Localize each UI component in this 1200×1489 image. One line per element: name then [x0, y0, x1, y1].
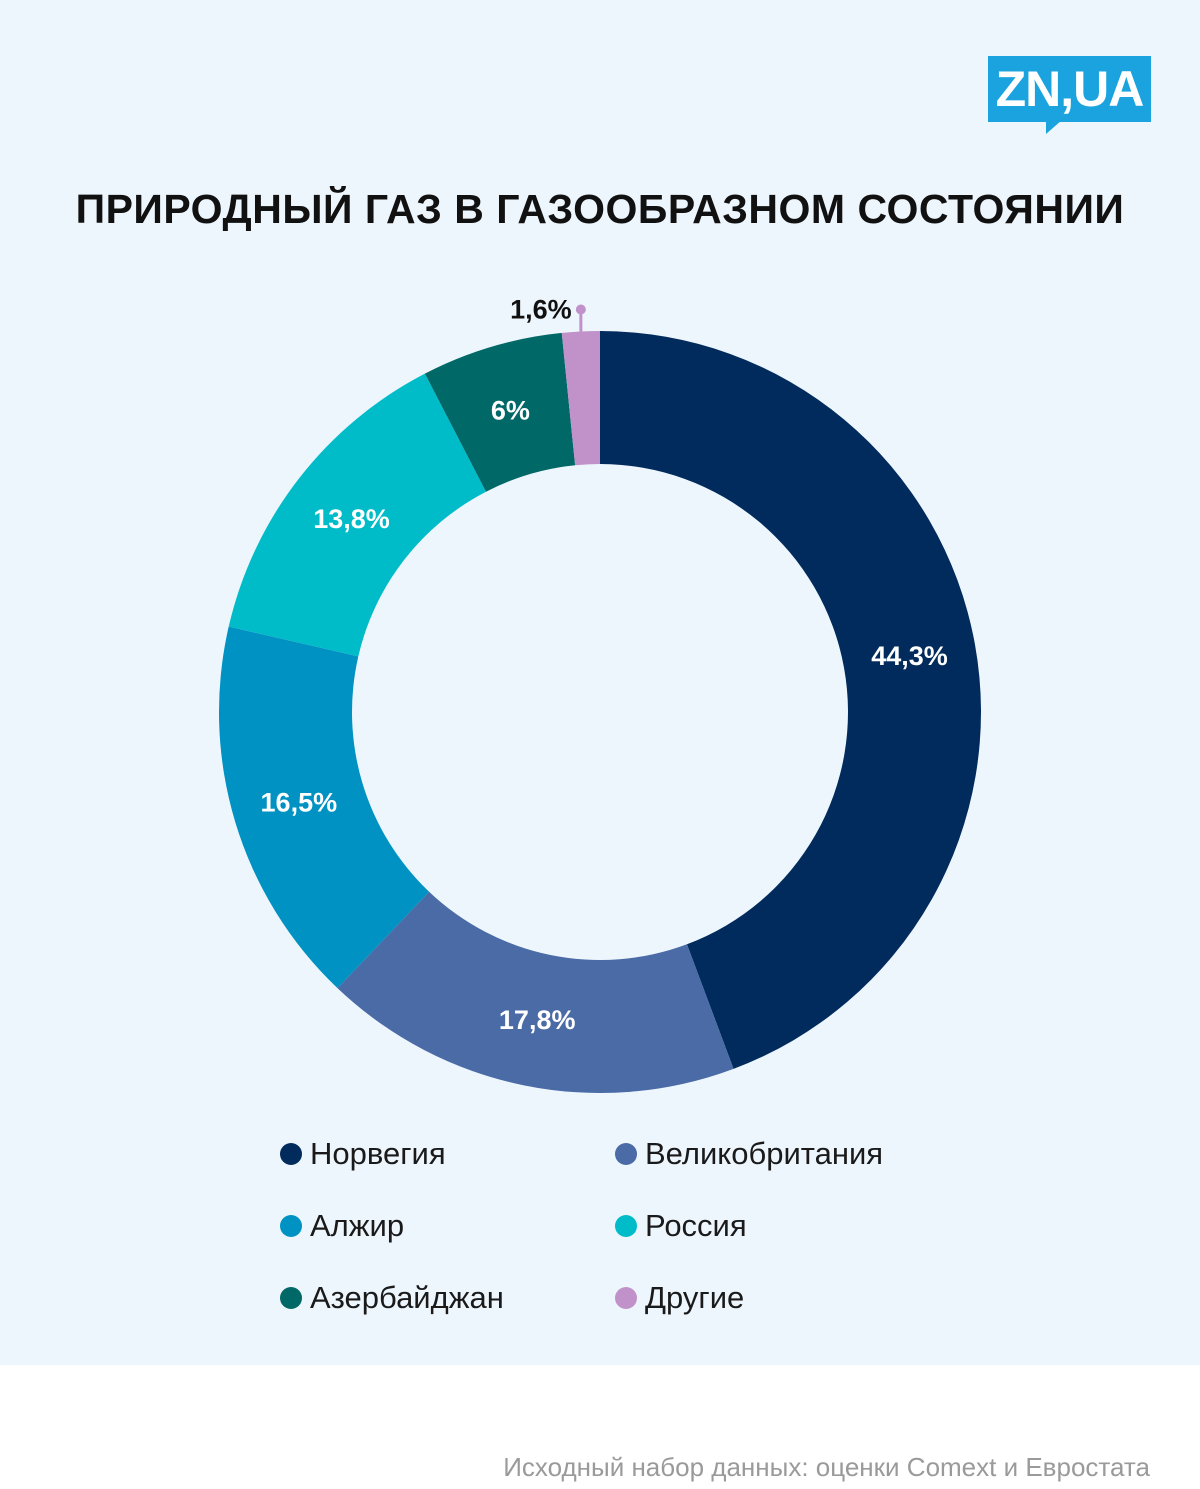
logo-text: ZN,UA	[995, 61, 1145, 117]
legend-label: Алжир	[310, 1208, 405, 1243]
legend-item: Алжир	[280, 1206, 404, 1246]
chart-panel	[0, 0, 1200, 1365]
legend-label: Другие	[645, 1280, 745, 1315]
legend-label: Великобритания	[645, 1136, 884, 1171]
slice-label-4: 6%	[491, 396, 530, 426]
chart-title: ПРИРОДНЫЙ ГАЗ В ГАЗООБРАЗНОМ СОСТОЯНИИ	[75, 186, 1125, 232]
legend-label: Россия	[645, 1208, 747, 1243]
slice-label-0: 44,3%	[871, 641, 948, 671]
slice-0	[600, 331, 982, 1069]
leader-dot-5	[575, 304, 586, 315]
slice-3	[228, 373, 487, 657]
legend-swatch	[615, 1215, 637, 1237]
legend-label: Норвегия	[310, 1136, 446, 1171]
slice-label-1: 17,8%	[499, 1005, 576, 1035]
legend-swatch	[280, 1287, 302, 1309]
logo-speech-tail	[1046, 120, 1062, 134]
zn-ua-logo: ZN,UA	[988, 56, 1151, 134]
legend-swatch	[280, 1143, 302, 1165]
source-note: Исходный набор данных: оценки Comext и Е…	[503, 1452, 1150, 1482]
legend-swatch	[615, 1287, 637, 1309]
slice-label-3: 13,8%	[313, 504, 390, 534]
legend-item: Другие	[615, 1278, 744, 1318]
slice-label-2: 16,5%	[261, 788, 338, 818]
chart-legend: Норвегия Великобритания Алжир Россия Азербай…	[0, 1128, 1200, 1338]
donut-chart: 44,3% 17,8% 16,5% 13,8% 6% 1,6%	[219, 294, 982, 1093]
legend-item: Великобритания	[615, 1134, 883, 1174]
legend-swatch	[615, 1143, 637, 1165]
slice-5	[561, 331, 600, 466]
legend-item: Норвегия	[280, 1134, 446, 1174]
legend-item: Азербайджан	[280, 1278, 504, 1318]
slice-label-5: 1,6%	[510, 294, 572, 324]
legend-label: Азербайджан	[310, 1280, 504, 1315]
legend-swatch	[280, 1215, 302, 1237]
slice-1	[337, 891, 734, 1093]
legend-item: Россия	[615, 1206, 747, 1246]
logo-box	[988, 56, 1151, 122]
slice-2	[219, 626, 430, 989]
slice-4	[424, 332, 576, 492]
